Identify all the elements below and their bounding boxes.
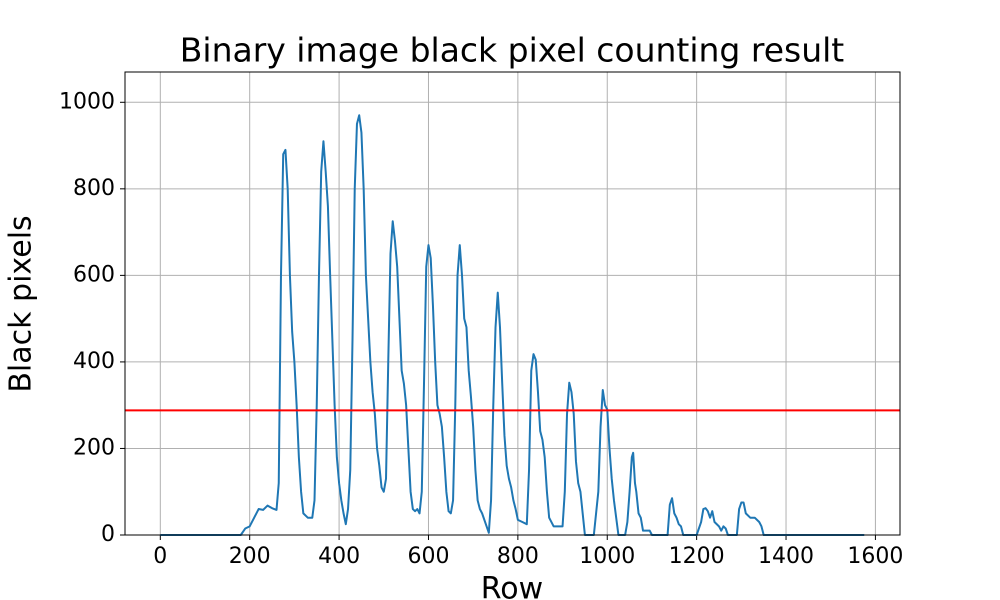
- x-tick-label: 0: [153, 544, 167, 569]
- y-tick-label: 0: [101, 522, 115, 547]
- x-tick-label: 1200: [669, 544, 725, 569]
- y-axis-label: Black pixels: [4, 215, 39, 392]
- plot-frame: [124, 71, 901, 536]
- x-tick-label: 1000: [579, 544, 635, 569]
- data-line: [160, 114, 865, 536]
- x-tick-label: 200: [229, 544, 271, 569]
- x-tick-label: 400: [318, 544, 360, 569]
- y-tick-label: 600: [73, 262, 115, 287]
- y-tick-label: 800: [73, 176, 115, 201]
- x-tick-label: 1400: [758, 544, 814, 569]
- x-tick-label: 600: [407, 544, 449, 569]
- y-tick-label: 200: [73, 435, 115, 460]
- y-tick-label: 1000: [59, 89, 115, 114]
- x-tick-label: 1600: [847, 544, 903, 569]
- x-tick-label: 800: [497, 544, 539, 569]
- chart-title: Binary image black pixel counting result: [180, 31, 845, 70]
- y-tick-label: 400: [73, 349, 115, 374]
- x-axis-label: Row: [481, 572, 543, 600]
